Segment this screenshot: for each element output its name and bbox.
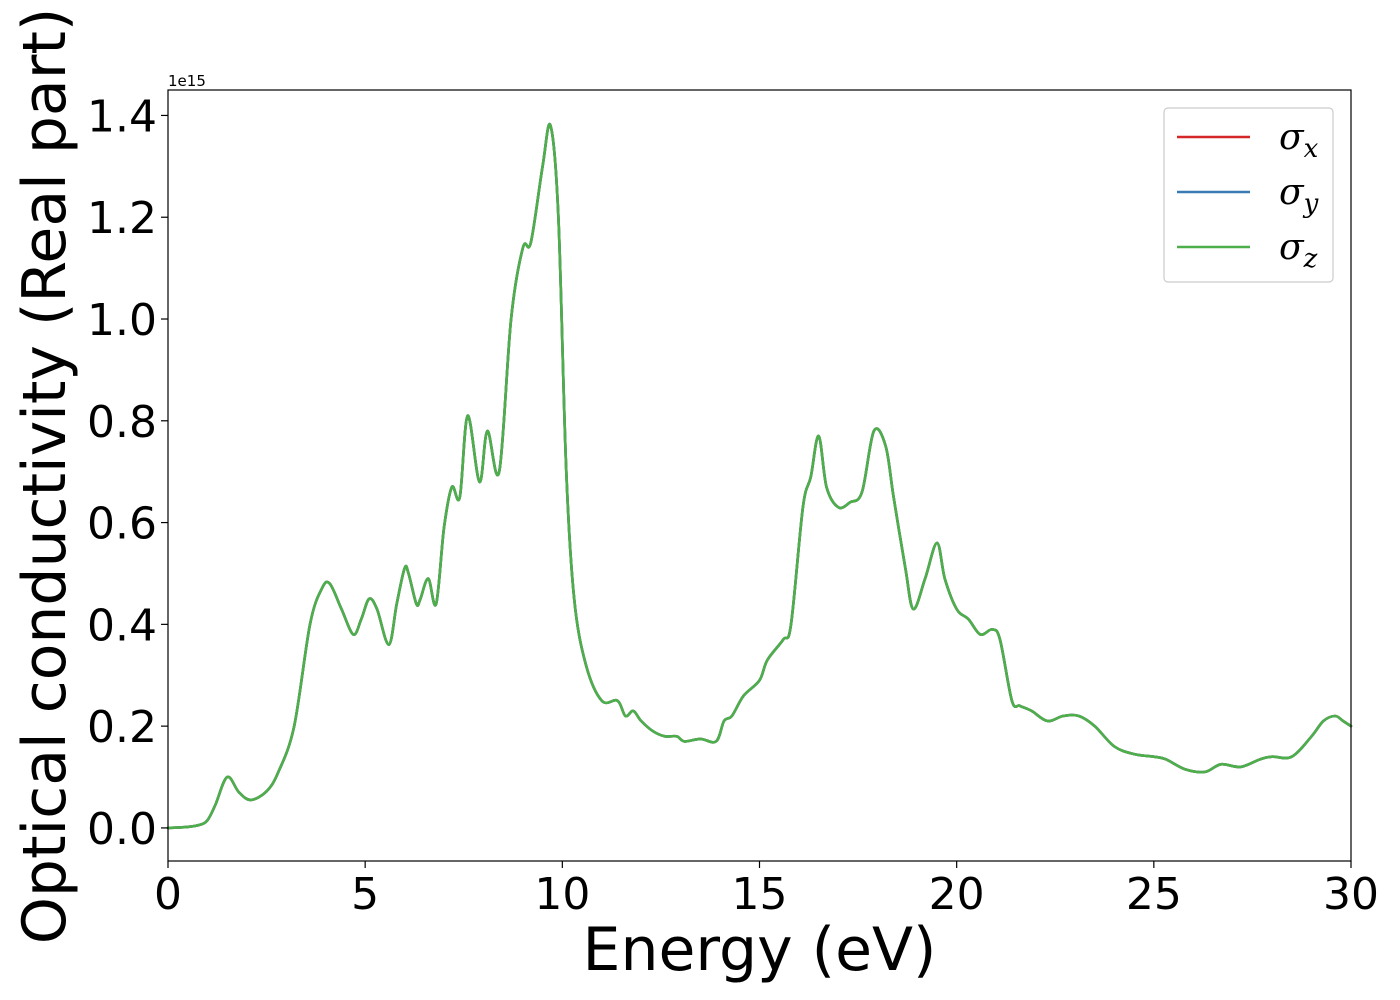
series-line-z: [166, 122, 1353, 830]
legend-label-x: σx: [1279, 117, 1319, 164]
series-layer: [166, 122, 1353, 830]
x-tick-label: 10: [534, 869, 590, 920]
legend-label-z: σz: [1279, 227, 1318, 274]
y-tick-label: 1.4: [87, 91, 157, 142]
legend-items: σx σy σz: [1177, 117, 1319, 274]
y-tick-label: 0.8: [87, 397, 157, 448]
x-tick-label: 0: [154, 869, 182, 920]
x-axis-ticks: 0 5 10 15 20 25 30: [154, 861, 1379, 920]
y-tick-label: 0.4: [87, 600, 157, 651]
legend-box: [1163, 107, 1334, 283]
x-tick-label: 15: [732, 869, 788, 920]
x-tick-label: 25: [1126, 869, 1182, 920]
y-tick-label: 0.6: [87, 499, 157, 550]
x-tick-label: 5: [351, 869, 379, 920]
x-tick-label: 20: [929, 869, 985, 920]
legend: σx σy σz: [1163, 107, 1334, 283]
y-tick-label: 1.2: [87, 193, 157, 244]
y-tick-label: 0.0: [87, 804, 157, 855]
plot-area: [168, 90, 1351, 861]
y-tick-label: 0.2: [87, 702, 157, 753]
y-offset-text: 1e15: [168, 72, 206, 90]
y-tick-label: 1.0: [87, 295, 157, 346]
legend-label-y: σy: [1279, 172, 1319, 219]
x-axis-title: Energy (eV): [583, 915, 937, 985]
y-axis-title: Optical conductivity (Real part): [10, 8, 80, 945]
x-tick-label: 30: [1323, 869, 1379, 920]
y-axis-ticks: 0.0 0.2 0.4 0.6 0.8 1.0 1.2 1.4: [87, 91, 168, 855]
